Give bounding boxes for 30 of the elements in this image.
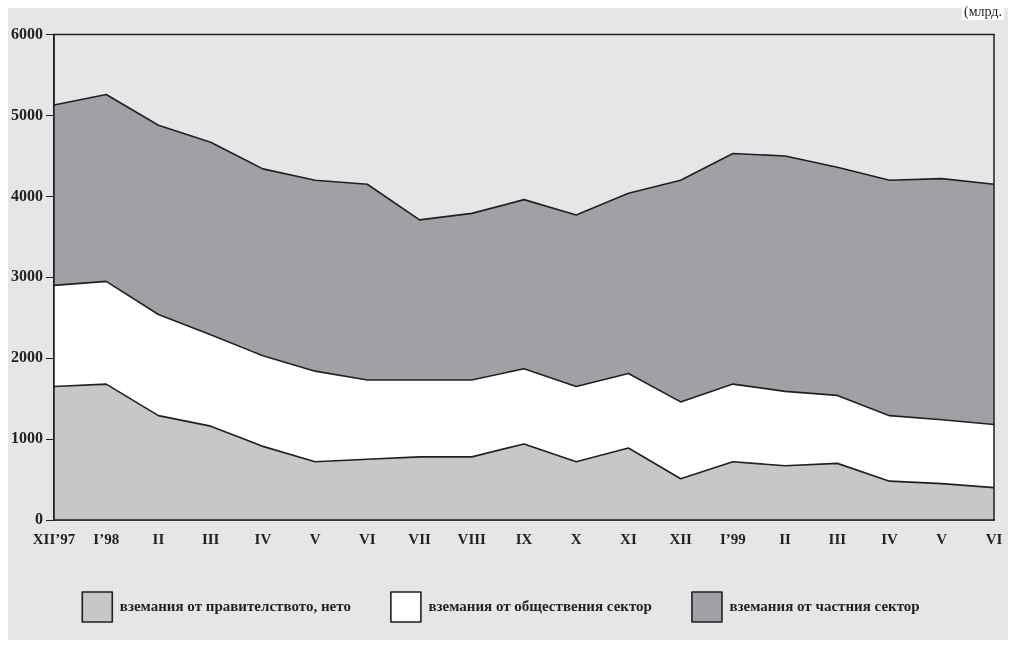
x-tick-label: III xyxy=(201,530,220,547)
x-tick-label: XI xyxy=(620,530,637,547)
x-tick-label: V xyxy=(936,530,948,547)
y-tick-label: 6000 xyxy=(11,24,43,42)
x-tick-label: VI xyxy=(985,530,1003,547)
x-tick-label: XII xyxy=(669,530,693,547)
y-tick-label: 3000 xyxy=(11,267,43,285)
x-tick-label: III xyxy=(828,530,847,547)
legend-label: вземания от правителството, нето xyxy=(119,597,351,614)
x-tick-label: V xyxy=(309,530,321,547)
x-tick-label: VII xyxy=(408,530,431,547)
x-tick-label: VI xyxy=(359,530,376,547)
x-tick-label: IX xyxy=(515,530,533,547)
legend-label: вземания от частния сектор xyxy=(729,597,920,614)
y-tick-label: 1000 xyxy=(11,429,43,447)
x-tick-label: I’99 xyxy=(719,530,746,547)
x-tick-label: IV xyxy=(881,530,899,547)
text: (млрд. xyxy=(962,4,1004,20)
x-tick-label: I’98 xyxy=(93,530,120,547)
y-tick-label: 2000 xyxy=(11,348,43,366)
x-tick-label: X xyxy=(570,530,582,547)
y-tick-label: 0 xyxy=(35,510,43,528)
x-tick-label: VIII xyxy=(457,530,487,547)
x-tick-label: IV xyxy=(254,530,272,547)
legend-label: вземания от обществения сектор xyxy=(428,597,652,614)
x-tick-label: II xyxy=(779,530,792,547)
x-tick-label: XII’97 xyxy=(32,530,76,547)
y-tick-label: 4000 xyxy=(11,186,43,204)
x-tick-label: II xyxy=(152,530,165,547)
y-tick-label: 5000 xyxy=(11,105,43,123)
